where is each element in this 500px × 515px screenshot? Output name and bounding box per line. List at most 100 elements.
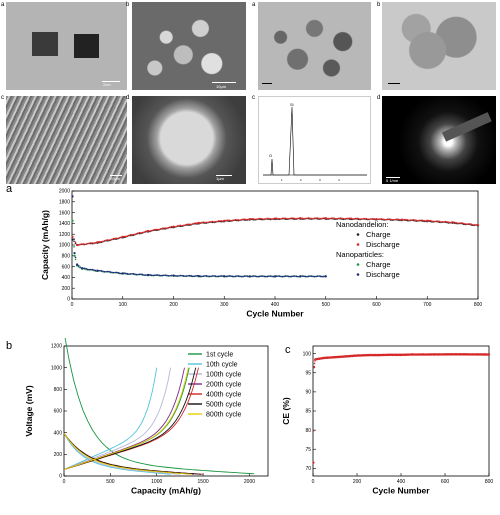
data-point — [469, 223, 471, 225]
data-point — [364, 217, 366, 220]
data-point — [193, 275, 196, 278]
data-point — [155, 274, 158, 276]
x-tick-label: 100 — [119, 302, 128, 308]
data-point — [319, 275, 322, 278]
data-point — [152, 274, 154, 277]
data-point — [204, 275, 206, 277]
data-point — [260, 217, 263, 220]
data-point — [357, 217, 360, 220]
data-point — [310, 275, 313, 277]
data-point — [252, 275, 255, 277]
data-point — [138, 273, 141, 276]
data-point — [175, 225, 177, 228]
legend-entry: 1st cycle — [206, 352, 233, 359]
data-point — [392, 218, 395, 221]
data-point — [99, 269, 101, 272]
y-tick-label: 1200 — [51, 344, 62, 350]
legend-entry: Charge — [366, 260, 391, 269]
data-point — [289, 275, 292, 278]
data-point — [327, 217, 330, 220]
y-axis-label: CE (%) — [281, 397, 291, 425]
data-point — [350, 217, 353, 220]
data-point — [134, 273, 136, 275]
data-point — [118, 272, 121, 274]
sem-label-d: d — [126, 95, 130, 101]
data-point — [199, 222, 202, 224]
data-point — [466, 223, 468, 225]
data-point — [304, 275, 307, 278]
data-point — [156, 228, 159, 231]
y-tick-label: 2000 — [59, 189, 70, 195]
data-point — [143, 274, 145, 276]
data-point — [268, 275, 270, 278]
data-point — [124, 235, 127, 238]
data-point — [128, 234, 130, 237]
data-point — [273, 217, 277, 220]
data-point — [219, 275, 221, 277]
data-point — [432, 220, 435, 223]
data-point — [231, 275, 234, 278]
data-point — [111, 238, 113, 241]
data-point — [312, 461, 315, 464]
data-point — [440, 221, 442, 223]
data-point — [472, 223, 474, 226]
tick-label: 1 — [281, 178, 283, 182]
data-point — [118, 236, 121, 239]
data-point — [121, 235, 124, 238]
data-point — [149, 273, 151, 276]
data-point — [210, 275, 212, 278]
data-point — [368, 218, 371, 221]
data-point — [225, 219, 228, 222]
data-point — [108, 239, 110, 241]
x-tick-label: 200 — [353, 479, 362, 485]
tick-label: 2 — [300, 178, 302, 182]
data-point — [348, 217, 351, 220]
data-point — [312, 217, 314, 220]
scale-bar — [110, 175, 122, 176]
legend-entry: Discharge — [366, 270, 400, 279]
data-point — [434, 220, 436, 223]
data-point — [318, 217, 320, 220]
data-point — [289, 217, 292, 220]
legend-entry: 100th cycle — [206, 372, 242, 379]
data-point — [396, 218, 398, 221]
data-point — [330, 217, 333, 219]
data-point — [406, 219, 409, 221]
x-tick-label: 400 — [271, 302, 280, 308]
data-point — [73, 252, 76, 255]
x-axis-label: Cycle Number — [246, 309, 304, 319]
x-tick-label: 600 — [441, 479, 450, 485]
x-tick-label: 500 — [322, 302, 331, 308]
data-point — [129, 233, 132, 236]
y-tick-label: 600 — [62, 264, 71, 270]
data-point — [193, 222, 196, 225]
y-tick-label: 400 — [62, 275, 71, 281]
tick-label: 3 — [319, 178, 321, 182]
data-point — [82, 243, 84, 245]
data-point — [443, 220, 445, 223]
data-point — [120, 272, 123, 275]
data-point — [121, 272, 124, 275]
data-point — [351, 218, 354, 220]
data-point — [74, 241, 77, 243]
data-point — [464, 223, 467, 225]
data-point — [248, 217, 251, 221]
data-point — [163, 274, 165, 277]
data-point — [269, 217, 272, 220]
charge-curve — [63, 367, 189, 470]
x-axis-label: Cycle Number — [372, 486, 430, 496]
data-point — [86, 268, 89, 271]
data-point — [338, 217, 340, 220]
data-point — [140, 231, 142, 234]
data-point — [246, 218, 249, 221]
data-point — [190, 275, 193, 277]
data-point — [355, 354, 359, 357]
data-point — [245, 275, 247, 277]
data-point — [114, 271, 116, 274]
data-point — [273, 275, 277, 278]
y-tick-label: 95 — [305, 370, 311, 376]
data-point — [236, 218, 238, 221]
data-point — [169, 275, 171, 277]
data-point — [179, 274, 182, 277]
data-point — [344, 355, 348, 358]
